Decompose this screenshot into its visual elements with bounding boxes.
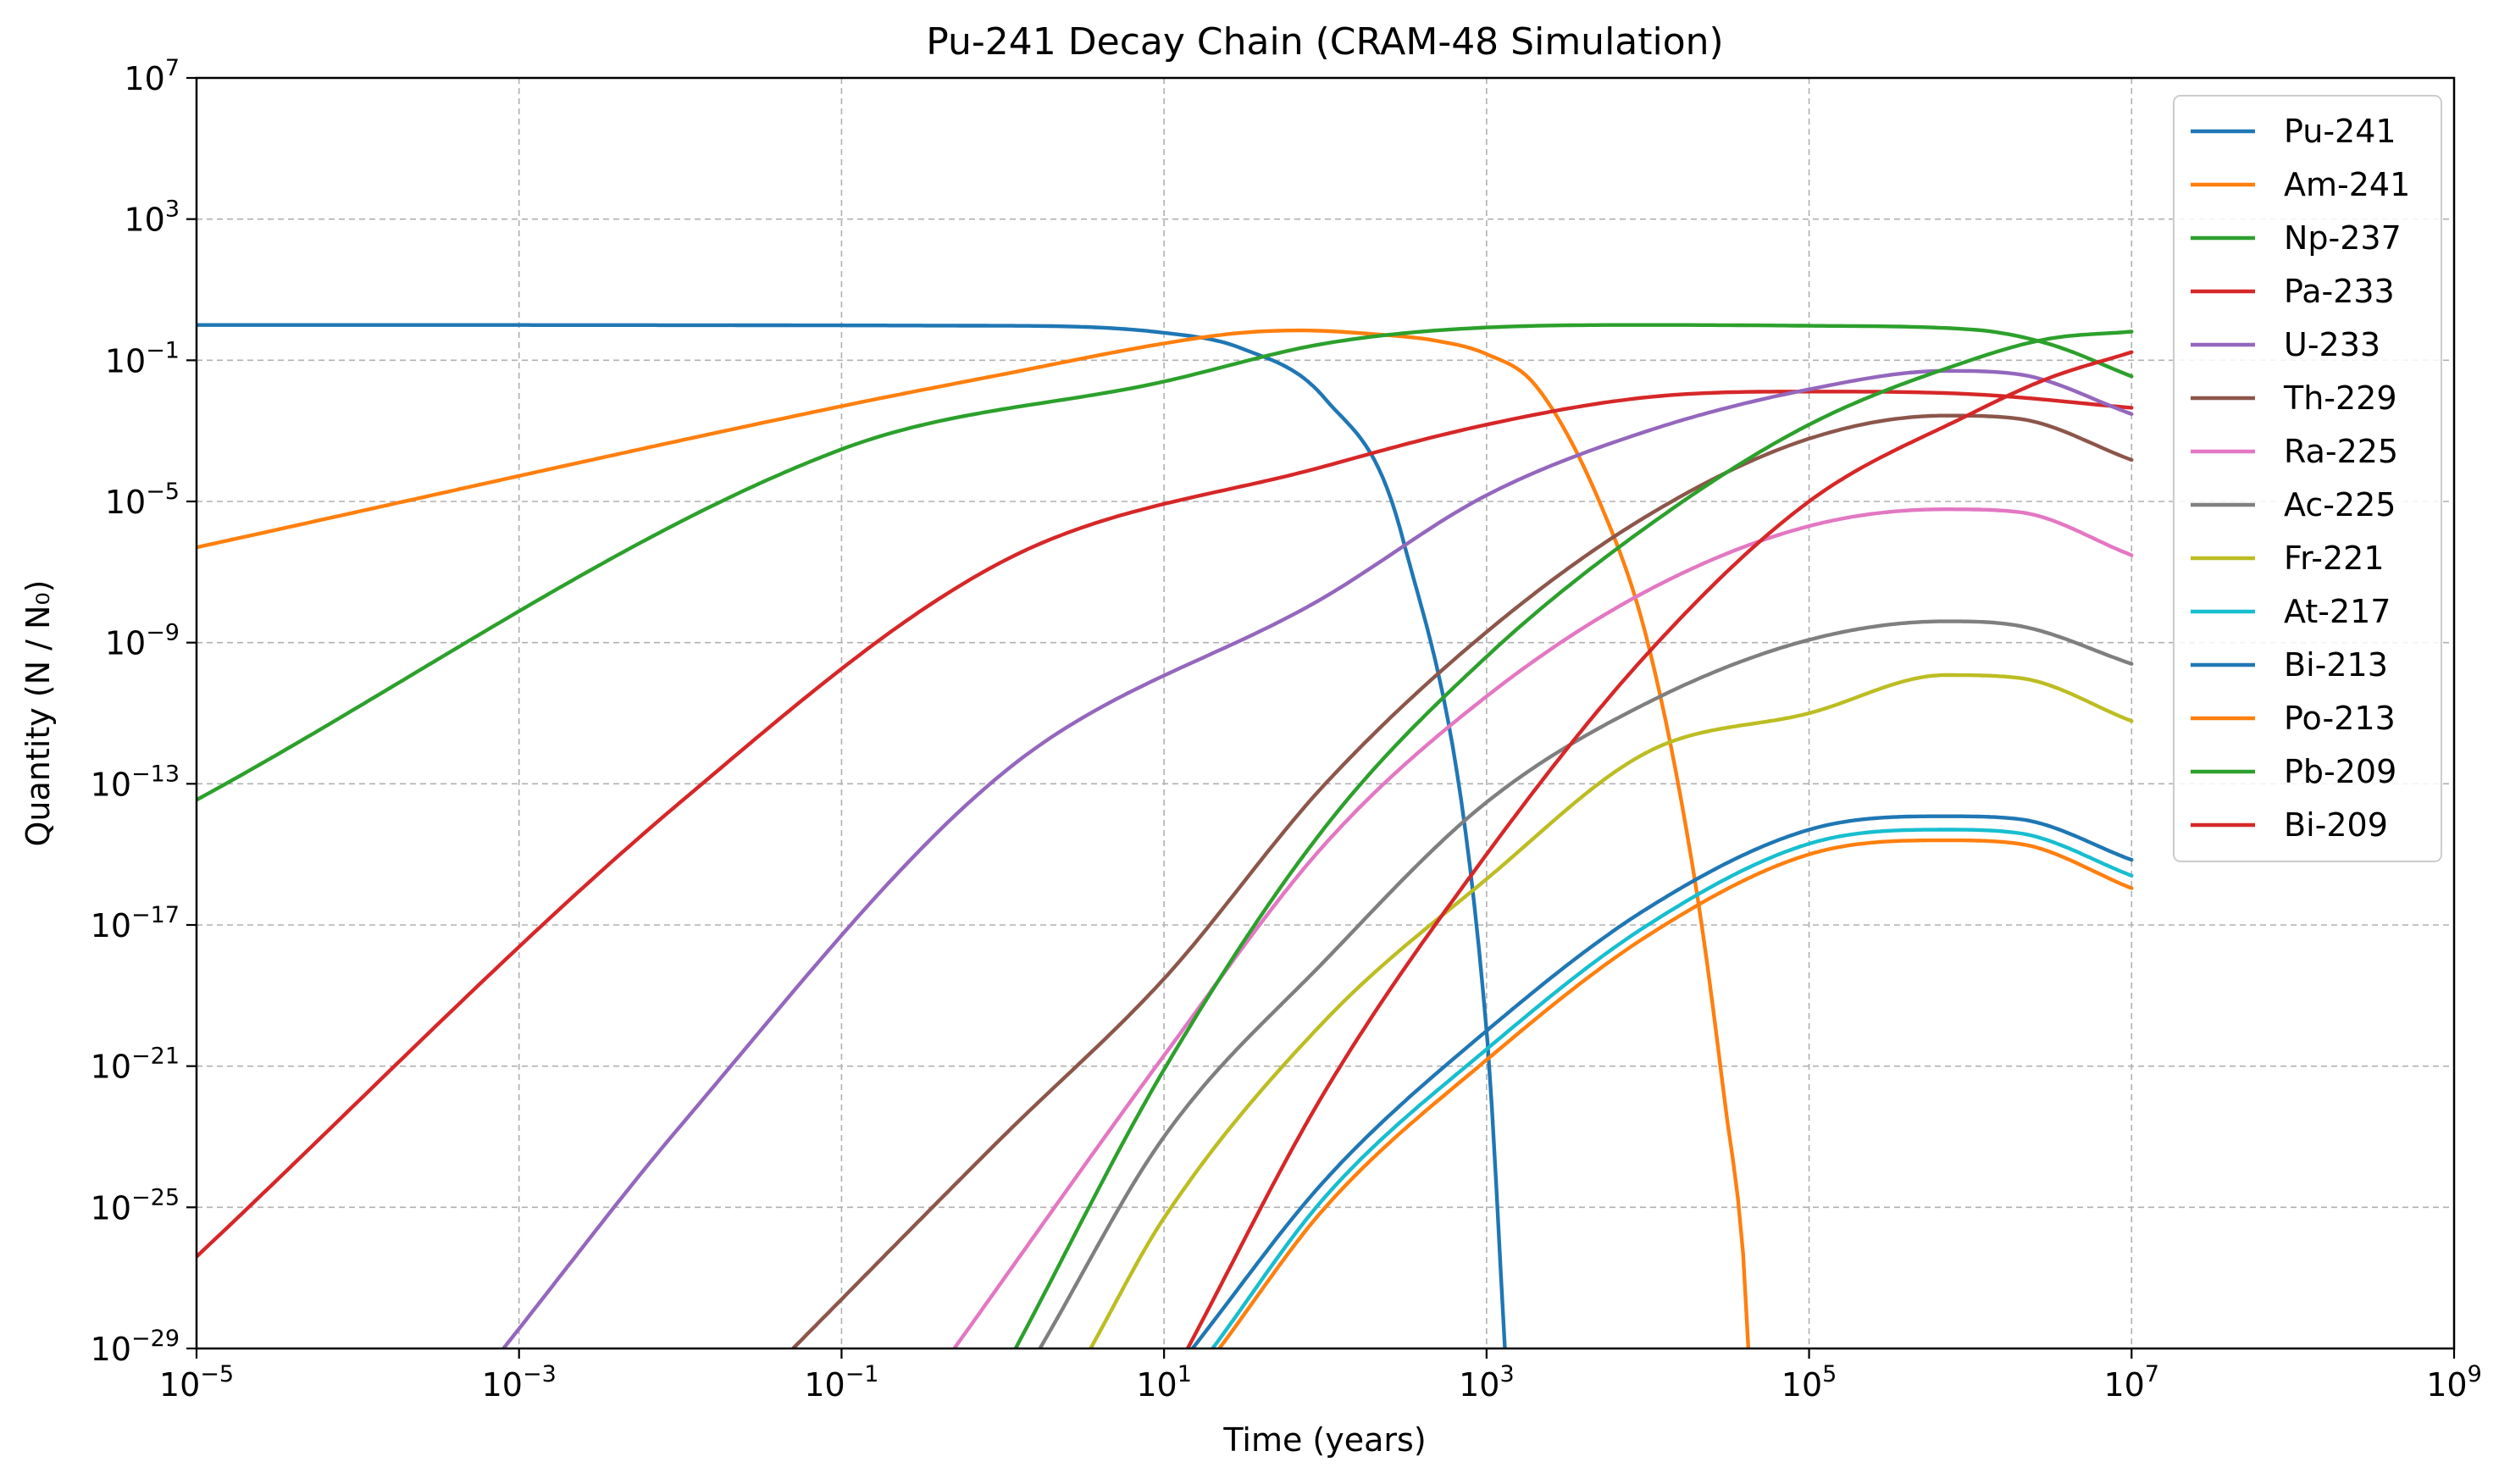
y-tick-label: 103 [124,197,180,239]
y-axis-ticks: 10−29 10−25 10−21 10−17 10−13 10−9 10−5 10−1 103… [91,55,197,1368]
legend-label: Bi-209 [2284,806,2388,844]
x-tick-label: 107 [2104,1361,2160,1404]
x-tick-label: 109 [2426,1361,2482,1404]
y-tick-label: 10−9 [105,620,180,662]
series-line-np-237 [197,323,2134,802]
series-line-pa-233 [197,390,2134,1259]
series-line-pu-241 [197,323,1507,1348]
y-tick-label: 10−1 [105,337,180,379]
y-tick-label: 10−13 [91,761,180,803]
series-line-po-213 [1217,838,2134,1348]
x-tick-label: 101 [1136,1361,1192,1404]
plot-frame [195,76,2456,1350]
legend-label: Po-213 [2284,700,2396,737]
legend-label: U-233 [2284,326,2380,363]
y-tick-label: 10−5 [105,479,180,521]
legend-label: Np-237 [2284,219,2402,257]
series-line-at-217 [1211,828,2134,1348]
x-tick-label: 105 [1781,1361,1837,1404]
legend-label: Fr-221 [2284,540,2385,577]
legend: Pu-241 Am-241 Np-237 Pa-233 U-233 Th-229 Ra-22… [2173,95,2442,862]
y-tick-label: 10−29 [91,1326,180,1368]
legend-label: Am-241 [2284,166,2410,203]
series-line-fr-221 [1089,673,2134,1348]
series-line-bi-213 [1190,814,2134,1348]
series-line-u-233 [501,368,2134,1348]
legend-label: Bi-213 [2284,646,2388,684]
legend-label: Ra-225 [2284,433,2398,470]
y-tick-label: 10−17 [91,902,180,944]
legend-label: Ac-225 [2284,486,2396,523]
chart-title: Pu-241 Decay Chain (CRAM-48 Simulation) [926,20,1723,64]
legend-label: Pa-233 [2284,273,2395,310]
x-tick-label: 103 [1459,1361,1515,1404]
series-line-th-229 [790,413,2134,1348]
legend-label: At-217 [2284,593,2391,630]
series-line-ac-225 [1038,619,2134,1348]
x-tick-label: 10−1 [804,1361,878,1404]
legend-box [2173,95,2442,862]
x-tick-label: 10−3 [482,1361,557,1404]
y-tick-label: 10−21 [91,1044,180,1086]
y-tick-label: 107 [124,55,180,97]
legend-label: Pu-241 [2284,113,2396,150]
legend-label: Th-229 [2283,379,2397,417]
y-tick-label: 10−25 [91,1184,180,1227]
series-line-pb-209 [1013,329,2134,1348]
series-line-bi-209 [1185,350,2134,1348]
x-axis-label: Time (years) [1222,1421,1426,1459]
x-axis-ticks: 10−5 10−3 10−1 101 103 105 107 109 [159,1348,2482,1404]
x-tick-label: 10−5 [159,1361,234,1404]
series-line-ra-225 [952,507,2134,1348]
legend-label: Pb-209 [2284,753,2396,790]
series-group [197,323,2134,1348]
series-line-am-241 [197,328,1751,1348]
y-axis-label: Quantity (N / N₀) [19,580,57,847]
